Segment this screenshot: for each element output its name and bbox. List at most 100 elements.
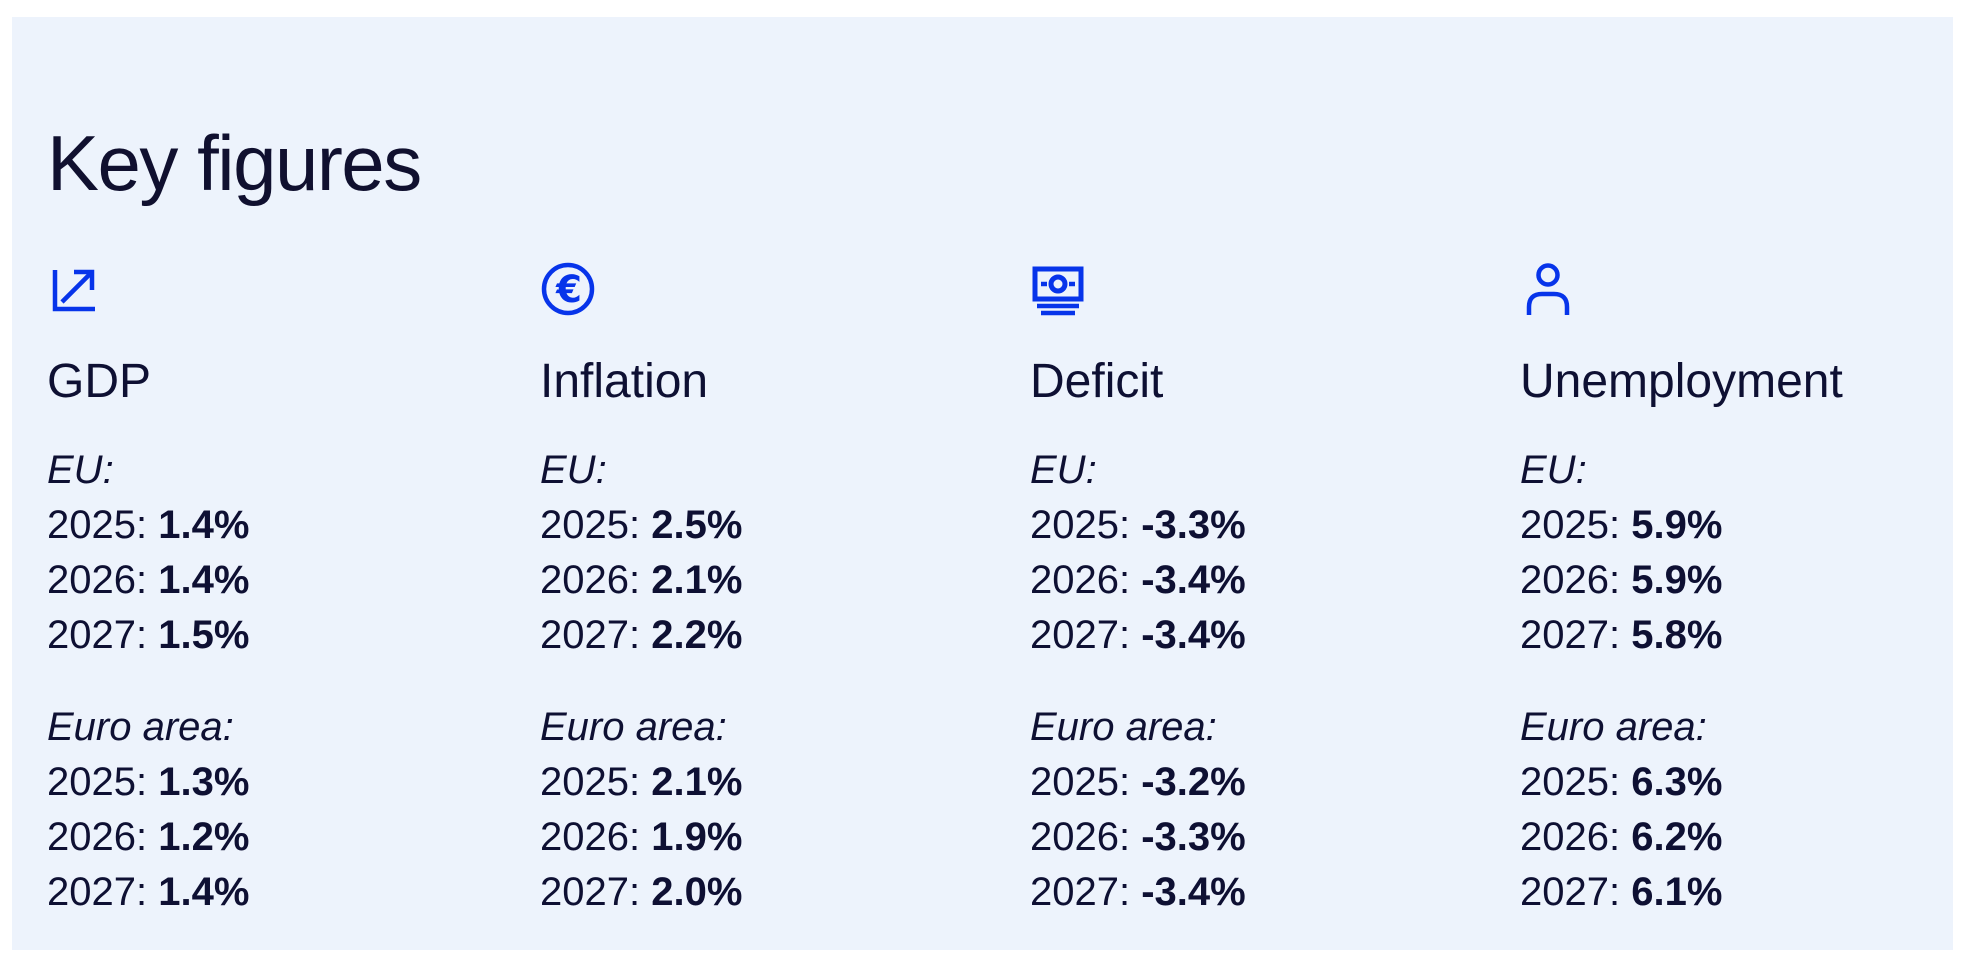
figure-value: 1.4% <box>158 557 250 602</box>
figure-value: 6.2% <box>1631 814 1723 859</box>
figure-row: 2025: 2.1% <box>540 755 1030 810</box>
euro-area-figures-group: Euro area: 2025: 2.1% 2026: 1.9% 2027: 2… <box>540 700 1030 920</box>
figure-value: 6.1% <box>1631 869 1723 914</box>
figure-value: 5.9% <box>1631 557 1723 602</box>
group-label-eu: EU: <box>540 447 607 492</box>
year-label: 2025: <box>540 759 641 804</box>
year-label: 2027: <box>47 612 148 657</box>
figure-value: 5.8% <box>1631 612 1723 657</box>
euro-area-figures-group: Euro area: 2025: 6.3% 2026: 6.2% 2027: 6… <box>1520 700 1943 920</box>
figure-value: 2.5% <box>651 502 743 547</box>
figure-row: 2025: 1.3% <box>47 755 540 810</box>
figure-row: 2027: 5.8% <box>1520 608 1943 663</box>
column-title-inflation: Inflation <box>540 354 709 408</box>
eu-figures-group: EU: 2025: 5.9% 2026: 5.9% 2027: 5.8% <box>1520 443 1943 663</box>
figure-value: 1.4% <box>158 869 250 914</box>
year-label: 2026: <box>1030 814 1131 859</box>
year-label: 2027: <box>1030 612 1131 657</box>
year-label: 2027: <box>1520 612 1621 657</box>
group-label-euro-area: Euro area: <box>1520 704 1707 749</box>
figure-row: 2025: -3.3% <box>1030 498 1520 553</box>
figure-row: 2025: -3.2% <box>1030 755 1520 810</box>
figure-value: 2.1% <box>651 557 743 602</box>
figure-row: 2025: 1.4% <box>47 498 540 553</box>
figure-row: 2027: 6.1% <box>1520 865 1943 920</box>
year-label: 2025: <box>540 502 641 547</box>
group-label-euro-area: Euro area: <box>540 704 727 749</box>
figure-value: 1.2% <box>158 814 250 859</box>
figure-row: 2026: 2.1% <box>540 553 1030 608</box>
figure-value: 2.2% <box>651 612 743 657</box>
year-label: 2027: <box>47 869 148 914</box>
year-label: 2025: <box>47 502 148 547</box>
group-label-eu: EU: <box>1030 447 1097 492</box>
figure-row: 2025: 6.3% <box>1520 755 1943 810</box>
year-label: 2025: <box>47 759 148 804</box>
year-label: 2025: <box>1030 759 1131 804</box>
figure-value: 1.5% <box>158 612 250 657</box>
banknote-icon <box>1030 261 1520 317</box>
figure-row: 2027: 2.0% <box>540 865 1030 920</box>
year-label: 2027: <box>1030 869 1131 914</box>
figure-row: 2026: 5.9% <box>1520 553 1943 608</box>
figure-row: 2026: -3.4% <box>1030 553 1520 608</box>
column-title-gdp: GDP <box>47 354 152 408</box>
figure-value: 6.3% <box>1631 759 1723 804</box>
figure-value: -3.4% <box>1141 557 1246 602</box>
group-label-eu: EU: <box>1520 447 1587 492</box>
euro-coin-icon: € <box>540 261 1030 317</box>
column-inflation: € Inflation EU: 2025: 2.5% 2026: 2.1% 20… <box>540 261 1030 920</box>
year-label: 2026: <box>1520 814 1621 859</box>
figure-row: 2027: -3.4% <box>1030 865 1520 920</box>
euro-area-figures-group: Euro area: 2025: 1.3% 2026: 1.2% 2027: 1… <box>47 700 540 920</box>
figure-row: 2026: 1.4% <box>47 553 540 608</box>
year-label: 2026: <box>540 814 641 859</box>
year-label: 2026: <box>47 557 148 602</box>
figure-value: -3.3% <box>1141 814 1246 859</box>
key-figures-grid: GDP EU: 2025: 1.4% 2026: 1.4% 2027: 1.5%… <box>47 261 1943 920</box>
year-label: 2027: <box>540 869 641 914</box>
eu-figures-group: EU: 2025: 1.4% 2026: 1.4% 2027: 1.5% <box>47 443 540 663</box>
figure-value: 1.3% <box>158 759 250 804</box>
figure-value: -3.4% <box>1141 612 1246 657</box>
figure-row: 2027: 2.2% <box>540 608 1030 663</box>
column-title-unemployment: Unemployment <box>1520 354 1843 408</box>
group-label-eu: EU: <box>47 447 114 492</box>
figure-value: -3.2% <box>1141 759 1246 804</box>
column-gdp: GDP EU: 2025: 1.4% 2026: 1.4% 2027: 1.5%… <box>47 261 540 920</box>
figure-row: 2026: 1.2% <box>47 810 540 865</box>
figure-value: 1.9% <box>651 814 743 859</box>
figure-value: -3.3% <box>1141 502 1246 547</box>
figure-value: 2.1% <box>651 759 743 804</box>
growth-chart-icon <box>47 261 540 317</box>
eu-figures-group: EU: 2025: 2.5% 2026: 2.1% 2027: 2.2% <box>540 443 1030 663</box>
year-label: 2025: <box>1520 759 1621 804</box>
figure-value: 5.9% <box>1631 502 1723 547</box>
year-label: 2027: <box>1520 869 1621 914</box>
eu-figures-group: EU: 2025: -3.3% 2026: -3.4% 2027: -3.4% <box>1030 443 1520 663</box>
figure-row: 2027: 1.5% <box>47 608 540 663</box>
year-label: 2026: <box>540 557 641 602</box>
euro-area-figures-group: Euro area: 2025: -3.2% 2026: -3.3% 2027:… <box>1030 700 1520 920</box>
figure-row: 2026: -3.3% <box>1030 810 1520 865</box>
svg-text:€: € <box>555 268 582 311</box>
year-label: 2025: <box>1520 502 1621 547</box>
column-deficit: Deficit EU: 2025: -3.3% 2026: -3.4% 2027… <box>1030 261 1520 920</box>
figure-row: 2026: 6.2% <box>1520 810 1943 865</box>
column-unemployment: Unemployment EU: 2025: 5.9% 2026: 5.9% 2… <box>1520 261 1943 920</box>
year-label: 2027: <box>540 612 641 657</box>
year-label: 2025: <box>1030 502 1131 547</box>
figure-row: 2027: 1.4% <box>47 865 540 920</box>
figure-row: 2025: 5.9% <box>1520 498 1943 553</box>
figure-row: 2026: 1.9% <box>540 810 1030 865</box>
figure-value: -3.4% <box>1141 869 1246 914</box>
figure-row: 2025: 2.5% <box>540 498 1030 553</box>
person-icon <box>1520 261 1943 317</box>
group-label-euro-area: Euro area: <box>47 704 234 749</box>
page-title: Key figures <box>47 119 422 207</box>
year-label: 2026: <box>1030 557 1131 602</box>
figure-value: 2.0% <box>651 869 743 914</box>
year-label: 2026: <box>47 814 148 859</box>
key-figures-panel: Key figures GDP EU: 2025: 1.4% 2026: 1.4… <box>12 17 1953 950</box>
figure-row: 2027: -3.4% <box>1030 608 1520 663</box>
